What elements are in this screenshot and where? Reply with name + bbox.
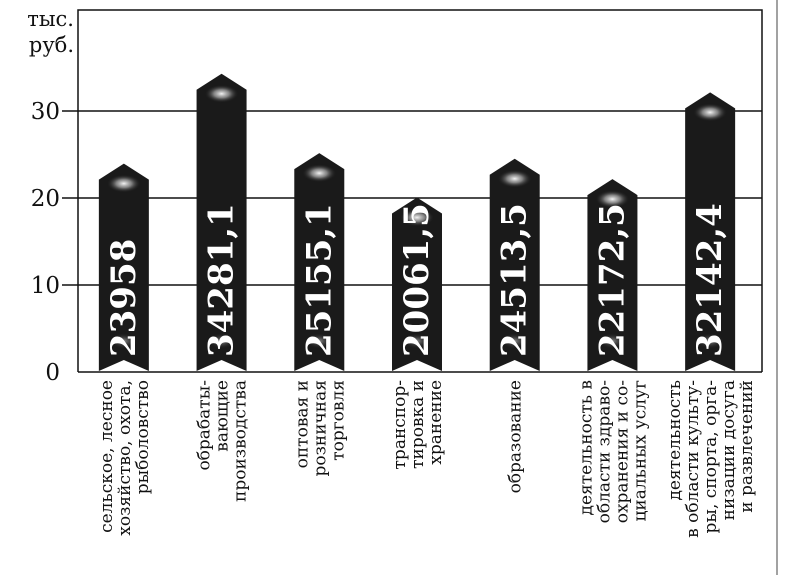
bar-value-label: 23958 bbox=[104, 239, 144, 357]
bar-value-label: 22172,5 bbox=[592, 203, 632, 357]
bar-reflection bbox=[500, 333, 529, 349]
bar-reflection bbox=[207, 333, 236, 349]
category-label: рыболовство bbox=[133, 380, 153, 494]
bar-highlight bbox=[106, 174, 141, 193]
y-axis-unit-line: тыс. bbox=[27, 7, 74, 31]
category-label: низации досуга bbox=[719, 380, 739, 520]
bar-reflection bbox=[305, 333, 334, 349]
plot-frame bbox=[77, 9, 763, 372]
category-label: обрабаты- bbox=[195, 380, 215, 471]
category-label: деятельность bbox=[665, 380, 685, 501]
y-tick-label: 10 bbox=[31, 273, 60, 299]
bar-reflection bbox=[109, 333, 138, 349]
y-tick-label: 30 bbox=[31, 99, 60, 125]
bar-highlight bbox=[595, 190, 630, 209]
bar bbox=[98, 163, 149, 371]
y-axis-unit-label: тыс. руб. bbox=[18, 6, 74, 58]
bar-reflection bbox=[696, 333, 725, 349]
bar-value-label: 25155,1 bbox=[299, 203, 339, 357]
bar-value-label: 20061,5 bbox=[397, 203, 437, 357]
category-label: образование bbox=[506, 380, 526, 493]
category-label: вающие bbox=[213, 380, 233, 452]
bar bbox=[392, 197, 442, 371]
bar bbox=[685, 92, 736, 372]
bar-highlight bbox=[400, 208, 434, 227]
category-label: транспор- bbox=[390, 380, 410, 469]
category-label: тировка и bbox=[408, 380, 428, 469]
bar bbox=[294, 153, 345, 371]
category-label: ры, спорта, орга- bbox=[701, 380, 721, 533]
y-axis-unit-line: руб. bbox=[28, 33, 74, 57]
bar-highlight bbox=[302, 164, 337, 183]
category-label: сельское, лесное bbox=[97, 380, 117, 533]
bar-reflection bbox=[598, 333, 627, 349]
bar-value-label: 24513,5 bbox=[495, 203, 535, 357]
category-label: охранения и со- bbox=[612, 380, 632, 523]
y-tick-label: 0 bbox=[45, 360, 60, 386]
category-label: хозяйство, охота, bbox=[115, 380, 135, 536]
category-label: циальных услуг bbox=[630, 380, 650, 522]
bar-highlight bbox=[204, 84, 239, 103]
bar-value-label: 34281,1 bbox=[202, 203, 242, 357]
category-label: торговля bbox=[328, 380, 348, 461]
category-label: деятельность в bbox=[576, 380, 596, 516]
bar bbox=[587, 179, 638, 371]
bar-highlight bbox=[693, 103, 728, 122]
bar bbox=[489, 158, 540, 371]
bar bbox=[196, 73, 247, 372]
category-label: и развлечений bbox=[737, 380, 757, 513]
category-label: производства bbox=[231, 380, 251, 502]
category-label: области здраво- bbox=[594, 380, 614, 523]
category-label: оптовая и bbox=[292, 380, 312, 468]
category-label: в области культу- bbox=[683, 380, 703, 538]
category-label: хранение bbox=[426, 380, 446, 465]
bar-value-label: 32142,4 bbox=[690, 203, 730, 357]
y-tick-label: 20 bbox=[31, 186, 60, 212]
bar-reflection bbox=[403, 333, 431, 349]
category-label: розничная bbox=[310, 380, 330, 476]
bar-highlight bbox=[497, 169, 532, 188]
